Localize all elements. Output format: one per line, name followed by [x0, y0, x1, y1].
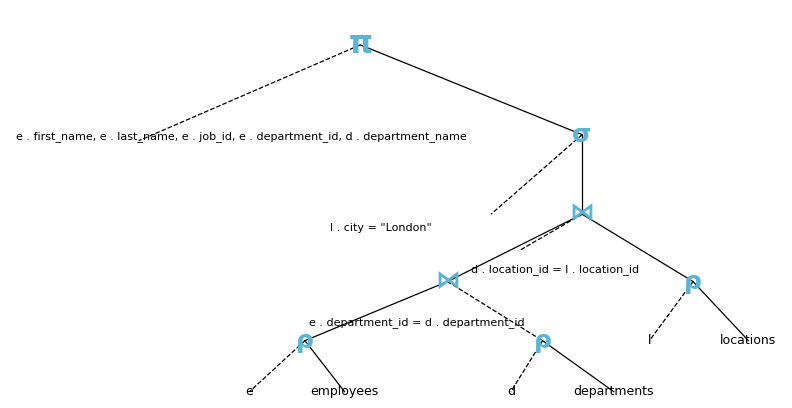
Text: e: e [246, 385, 253, 398]
Text: ⋈: ⋈ [569, 202, 595, 226]
Text: ⋈: ⋈ [435, 270, 460, 293]
Text: d: d [507, 385, 515, 398]
Text: σ: σ [573, 123, 592, 146]
Text: ρ: ρ [534, 329, 551, 353]
Text: π: π [348, 30, 372, 60]
Text: l . city = "London": l . city = "London" [330, 224, 432, 233]
Text: e . department_id = d . department_id: e . department_id = d . department_id [309, 317, 524, 328]
Text: d . location_id = l . location_id: d . location_id = l . location_id [471, 264, 639, 275]
Text: e . first_name, e . last_name, e . job_id, e . department_id, d . department_nam: e . first_name, e . last_name, e . job_i… [16, 131, 466, 142]
Text: ρ: ρ [296, 329, 314, 353]
Text: l: l [648, 334, 651, 347]
Text: locations: locations [720, 334, 777, 347]
Text: departments: departments [573, 385, 654, 398]
Text: employees: employees [310, 385, 379, 398]
Text: ρ: ρ [684, 270, 702, 293]
